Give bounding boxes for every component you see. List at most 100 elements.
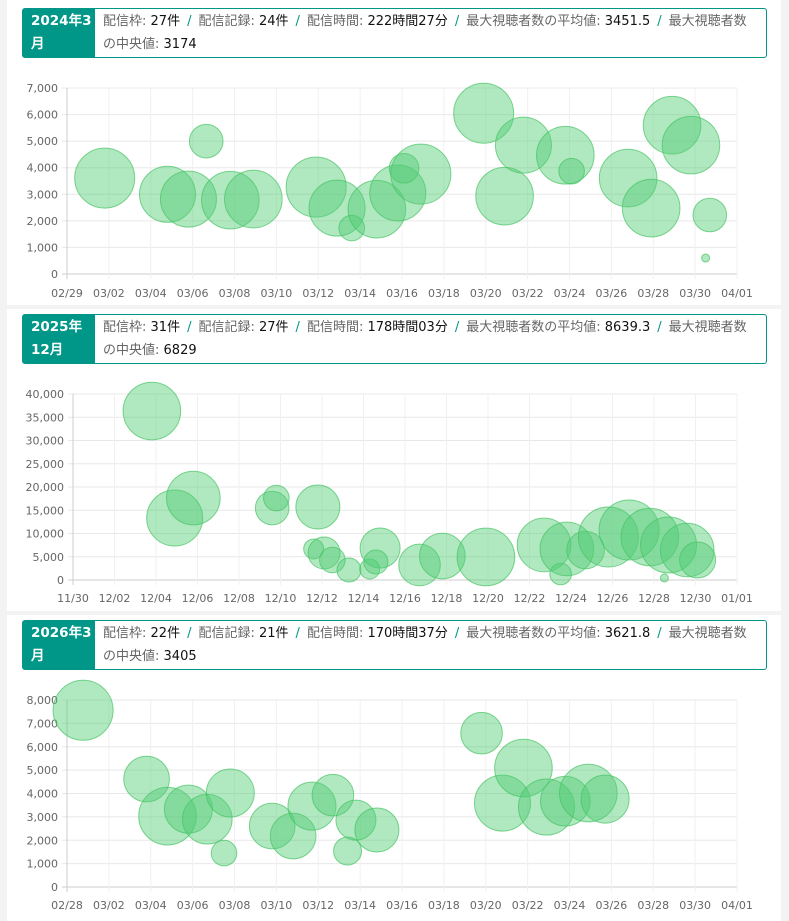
bubble-point — [188, 123, 224, 159]
bubble-point — [138, 786, 197, 846]
bubble-point — [494, 738, 553, 798]
bubble-point — [475, 166, 534, 226]
bubble-point — [516, 517, 572, 573]
stats-text: 配信枠: 27件 / 配信記録: 24件 / 配信時間: 222時間27分 / 最大視聴者数… — [95, 9, 766, 57]
y-tick-label: 2,000 — [27, 834, 59, 847]
bubble-point — [336, 557, 362, 583]
stat-label: 最大視聴者数の中央値: — [103, 14, 747, 52]
bubble-point — [659, 573, 669, 583]
stat-value: 24件 — [259, 14, 289, 29]
bubble-point — [640, 516, 698, 574]
month-label: 2024年3月 — [23, 9, 95, 57]
stat-label: 配信枠: — [103, 626, 147, 641]
x-tick-label: 03/18 — [428, 899, 460, 912]
stat-label: 配信記録: — [198, 14, 255, 29]
month-summary-header: 2025年12月 配信枠: 31件 / 配信記録: 27件 / 配信時間: 178時間03… — [22, 314, 767, 364]
x-tick-label: 12/14 — [348, 592, 380, 605]
x-tick-label: 12/24 — [555, 592, 587, 605]
x-tick-label: 12/18 — [431, 592, 463, 605]
bubble-point — [303, 538, 325, 560]
bubble-point — [419, 532, 466, 580]
x-tick-label: 03/24 — [554, 287, 586, 300]
y-tick-label: 1,000 — [27, 858, 59, 871]
bubble-point — [621, 178, 681, 238]
separator: / — [187, 14, 192, 29]
stat-label: 最大視聴者数の平均値: — [466, 320, 601, 335]
bubble-point — [333, 836, 363, 866]
month-summary-header: 2024年3月 配信枠: 27件 / 配信記録: 24件 / 配信時間: 222時間27分… — [22, 8, 767, 58]
y-tick-label: 35,000 — [26, 411, 65, 424]
x-tick-label: 12/22 — [514, 592, 546, 605]
bubble-point — [549, 562, 572, 586]
bubble-point — [335, 799, 377, 841]
y-tick-label: 6,000 — [27, 109, 59, 122]
stat-value: 31件 — [150, 320, 181, 335]
x-tick-label: 12/12 — [306, 592, 338, 605]
bubble-point — [52, 679, 114, 741]
bubble-point — [205, 768, 255, 818]
x-tick-label: 03/02 — [93, 287, 125, 300]
y-tick-label: 10,000 — [26, 528, 65, 541]
bubble-point — [659, 522, 715, 578]
x-tick-label: 12/08 — [223, 592, 255, 605]
month-section: 2024年3月 配信枠: 27件 / 配信記録: 24件 / 配信時間: 222時間27分… — [7, 0, 781, 305]
stat-value: 3621.8 — [604, 626, 651, 641]
bubble-chart: 0 1,000 2,000 3,000 4,000 5,000 6,000 7,000 8,00… — [27, 679, 753, 912]
x-tick-label: 03/04 — [135, 287, 167, 300]
x-tick-label: 03/18 — [428, 287, 460, 300]
x-tick-label: 03/20 — [470, 287, 502, 300]
y-tick-label: 0 — [51, 268, 58, 281]
bubble-point — [580, 774, 630, 824]
x-tick-label: 12/04 — [140, 592, 172, 605]
month-section: 2025年12月 配信枠: 31件 / 配信記録: 27件 / 配信時間: 178時間03… — [7, 309, 781, 611]
stat-value: 6829 — [163, 343, 197, 358]
bubble-point — [311, 773, 355, 817]
stat-value: 3405 — [163, 649, 197, 664]
y-tick-label: 15,000 — [26, 504, 65, 517]
x-tick-label: 03/16 — [386, 287, 418, 300]
stats-text: 配信枠: 22件 / 配信記録: 21件 / 配信時間: 170時間37分 / 最大視聴者数… — [95, 621, 766, 669]
bubble-point — [354, 807, 400, 853]
y-tick-label: 6,000 — [27, 741, 59, 754]
bubble-point — [122, 381, 182, 441]
bubble-point — [661, 115, 721, 175]
bubble-point — [166, 470, 221, 526]
bubble-point — [181, 793, 233, 845]
separator: / — [187, 320, 192, 335]
x-tick-label: 03/26 — [596, 899, 628, 912]
bubble-point — [159, 170, 217, 228]
stats-text: 配信枠: 31件 / 配信記録: 27件 / 配信時間: 178時間03分 / 最大視聴者数… — [95, 315, 766, 363]
bubble-point — [319, 546, 346, 574]
stat-value: 27件 — [150, 14, 181, 29]
bubble-point — [269, 812, 317, 860]
y-tick-label: 2,000 — [27, 215, 59, 228]
bubble-point — [453, 82, 515, 144]
x-tick-label: 03/12 — [302, 287, 334, 300]
separator: / — [657, 14, 662, 29]
x-tick-label: 03/10 — [261, 899, 293, 912]
stat-value: 21件 — [259, 626, 289, 641]
bubble-point — [363, 549, 389, 575]
bubble-point — [263, 484, 290, 512]
x-tick-label: 02/29 — [51, 287, 83, 300]
stat-value: 222時間27分 — [367, 14, 448, 29]
y-tick-label: 8,000 — [27, 694, 59, 707]
bubble-point — [295, 484, 341, 530]
x-tick-label: 12/02 — [99, 592, 131, 605]
x-tick-label: 03/08 — [219, 287, 251, 300]
bubble-point — [559, 763, 618, 823]
x-tick-label: 03/20 — [470, 899, 502, 912]
stat-label: 配信記録: — [198, 626, 255, 641]
stat-label: 最大視聴者数の中央値: — [103, 320, 747, 358]
x-tick-label: 03/22 — [512, 899, 544, 912]
bubble-point — [285, 156, 347, 218]
stat-label: 配信枠: — [103, 320, 147, 335]
y-tick-label: 4,000 — [27, 162, 59, 175]
stat-label: 配信枠: — [103, 14, 147, 29]
y-tick-label: 30,000 — [26, 435, 65, 448]
separator: / — [454, 320, 460, 335]
bubble-point — [287, 781, 337, 831]
bubble-point — [224, 169, 283, 229]
month-section: 2026年3月 配信枠: 22件 / 配信記録: 21件 / 配信時間: 170時間37分… — [7, 615, 781, 921]
separator: / — [657, 320, 662, 335]
